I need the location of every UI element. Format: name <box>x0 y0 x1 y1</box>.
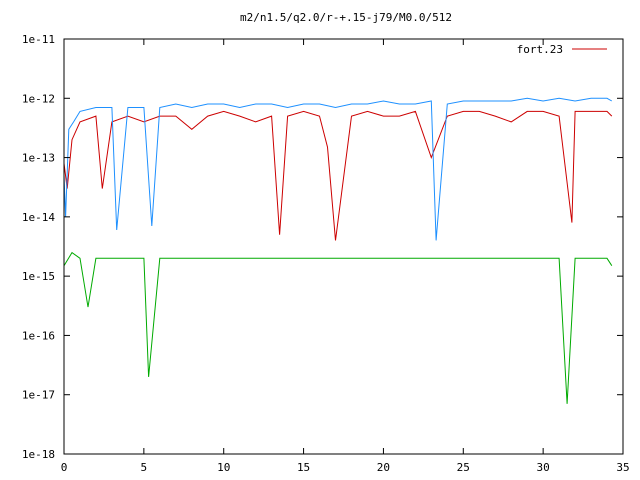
series-line-3 <box>63 251 613 404</box>
y-tick-label: 1e-17 <box>22 389 55 402</box>
x-tick-label: 0 <box>61 461 68 474</box>
chart-title: m2/n1.5/q2.0/r-+.15-j79/M0.0/512 <box>240 11 452 24</box>
y-tick-label: 1e-18 <box>22 448 55 461</box>
y-tick-label: 1e-16 <box>22 329 55 342</box>
y-tick-label: 1e-15 <box>22 270 55 283</box>
x-tick-label: 10 <box>217 461 230 474</box>
legend-label: fort.23 <box>517 43 563 56</box>
series-layer <box>63 97 613 404</box>
plot-frame <box>63 38 624 455</box>
x-tick-label: 25 <box>457 461 470 474</box>
legend: fort.23 <box>517 43 607 56</box>
y-tick-label: 1e-12 <box>22 92 55 105</box>
y-tick-label: 1e-11 <box>22 33 55 46</box>
series-line-1 <box>63 110 613 241</box>
x-tick-label: 15 <box>297 461 310 474</box>
x-tick-label: 20 <box>377 461 390 474</box>
x-tick-label: 30 <box>537 461 550 474</box>
series-line-2 <box>63 97 613 241</box>
x-axis: 0 5 10 15 20 25 30 35 <box>61 39 630 474</box>
x-tick-label: 5 <box>141 461 148 474</box>
x-tick-label: 35 <box>616 461 629 474</box>
y-tick-label: 1e-14 <box>22 211 55 224</box>
y-tick-label: 1e-13 <box>22 152 55 165</box>
y-axis: 1e-18 1e-17 1e-16 1e-15 1e-14 1e-13 1e-12 1e-11 <box>22 33 623 461</box>
